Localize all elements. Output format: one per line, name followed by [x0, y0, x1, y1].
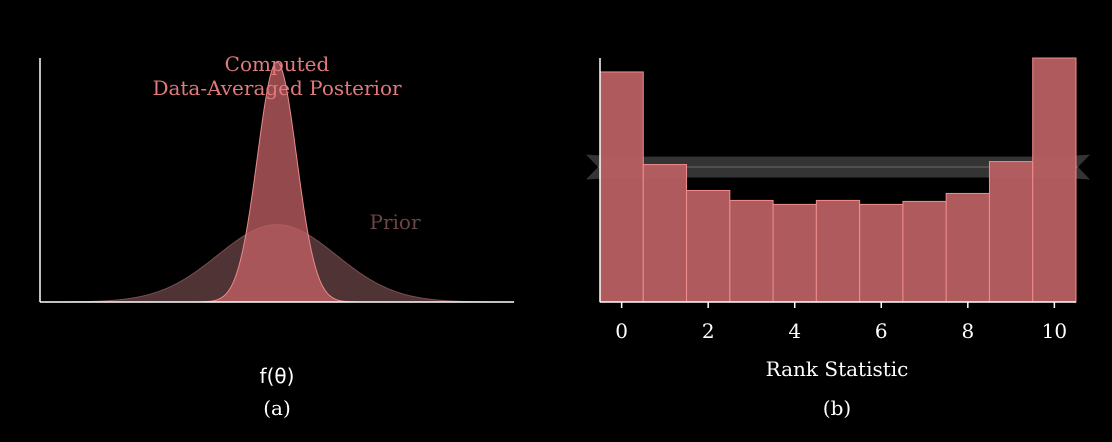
histogram-bar-rank-7	[902, 200, 947, 303]
histogram-bar-rank-8	[945, 192, 990, 303]
x-tick-label-2: 2	[702, 319, 715, 343]
panel-b-rank-histogram: 0 2 4 6 8 10 Rank Statistic (b)	[586, 57, 1090, 420]
x-tick-label-0: 0	[615, 319, 628, 343]
histogram-bars	[599, 57, 1077, 303]
posterior-label-line-2: Data-Averaged Posterior	[152, 76, 402, 100]
panel-a-label: (a)	[263, 396, 291, 420]
posterior-label-line-1: Computed	[225, 52, 330, 76]
x-tick-label-4: 4	[788, 319, 801, 343]
panel-b-x-axis-label: Rank Statistic	[766, 357, 909, 381]
histogram-bar-rank-10	[1032, 57, 1077, 303]
prior-label: Prior	[369, 210, 420, 234]
panel-a-density-plot: Computed Data-Averaged Posterior Prior f…	[39, 52, 515, 420]
histogram-bar-rank-2	[686, 189, 731, 303]
histogram-bar-rank-6	[859, 203, 904, 303]
x-tick-label-6: 6	[875, 319, 888, 343]
panel-b-x-ticks: 0 2 4 6 8 10	[615, 302, 1067, 343]
histogram-bar-rank-1	[642, 164, 688, 303]
panel-a-x-axis-label: f(θ)	[260, 364, 295, 388]
histogram-bar-rank-5	[815, 199, 861, 303]
panel-b-label: (b)	[823, 396, 851, 420]
histogram-bar-rank-9	[988, 161, 1034, 303]
x-tick-label-10: 10	[1042, 319, 1067, 343]
x-tick-label-8: 8	[961, 319, 974, 343]
histogram-bar-rank-4	[772, 203, 817, 303]
histogram-bar-rank-0	[599, 71, 644, 303]
histogram-bar-rank-3	[729, 199, 774, 303]
